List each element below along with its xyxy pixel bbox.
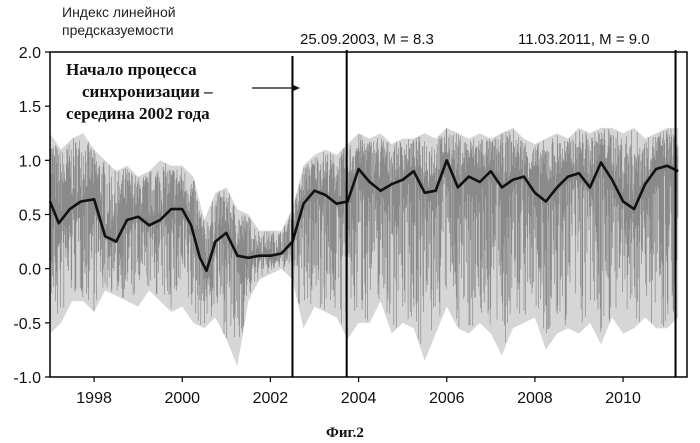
figure-caption: Фиг.2 xyxy=(326,425,364,441)
event-label-2003: 25.09.2003, M = 8.3 xyxy=(300,31,434,48)
annotation-line-2: синхронизации – xyxy=(82,82,213,101)
y-tick-label: 0.0 xyxy=(19,262,41,279)
annotation-line-1: Начало процесса xyxy=(66,60,197,79)
y-tick-label: 1.5 xyxy=(19,99,41,116)
y-tick-label: -0.5 xyxy=(13,316,41,333)
x-tick-label: 2000 xyxy=(164,390,200,407)
x-tick-label: 2006 xyxy=(429,390,465,407)
y-tick-label: 2.0 xyxy=(19,45,41,62)
x-tick-label: 2008 xyxy=(517,390,553,407)
y-axis-label-line1: Индекс линейной xyxy=(62,4,176,20)
event-label-2011: 11.03.2011, M = 9.0 xyxy=(518,31,650,48)
annotation-line-3: середина 2002 года xyxy=(66,104,210,123)
x-tick-label: 1998 xyxy=(76,390,112,407)
x-tick-label: 2010 xyxy=(605,390,641,407)
x-tick-label: 2002 xyxy=(253,390,289,407)
y-tick-label: 0.5 xyxy=(19,208,41,225)
x-tick-label: 2004 xyxy=(341,390,377,407)
y-axis-label-line2: предсказуемости xyxy=(62,22,174,38)
y-tick-label: -1.0 xyxy=(13,370,41,387)
y-tick-label: 1.0 xyxy=(19,153,41,170)
